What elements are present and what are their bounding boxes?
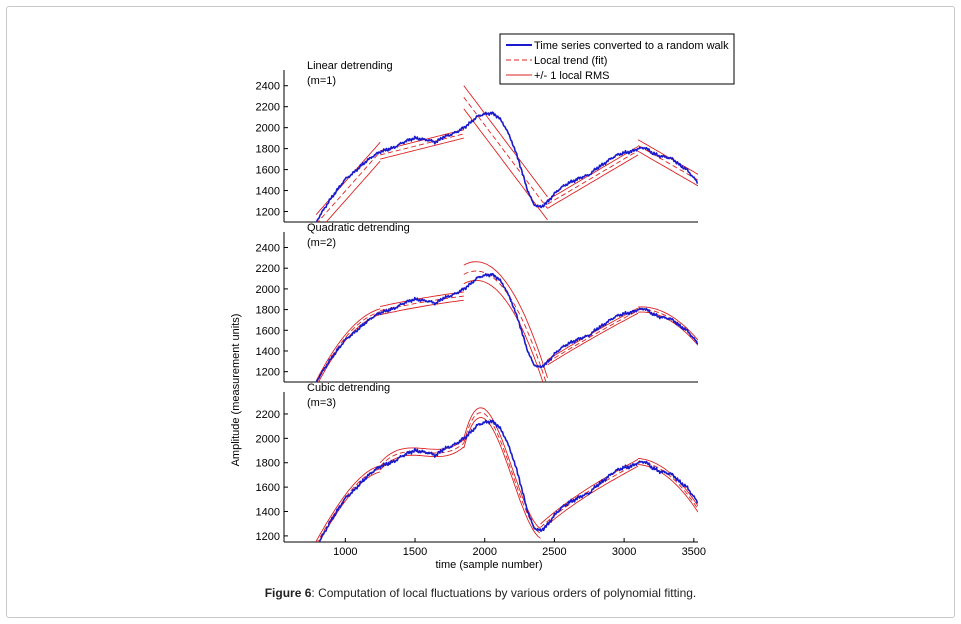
local-trend-line bbox=[638, 461, 698, 510]
rms-lower-line bbox=[318, 471, 381, 542]
legend-box bbox=[499, 33, 735, 85]
local-trend-line bbox=[637, 145, 698, 181]
x-tick-label: 1000 bbox=[333, 546, 357, 558]
y-tick-label: 1400 bbox=[256, 346, 280, 358]
x-axis: 1000 1500 2000 2500 3000 3500 bbox=[333, 538, 706, 558]
rms-lower-line bbox=[379, 446, 465, 471]
rms-lower-line bbox=[463, 108, 548, 221]
rms-lower-line bbox=[463, 417, 541, 539]
x-axis-label: time (sample number) bbox=[436, 559, 543, 571]
panel-order-label: (m=3) bbox=[307, 397, 336, 409]
rms-lower-line bbox=[638, 464, 698, 513]
panel-content bbox=[315, 85, 698, 222]
rms-upper-line bbox=[463, 407, 541, 529]
legend-label-walk: Time series converted to a random walk bbox=[534, 40, 729, 52]
panel-order-label: (m=2) bbox=[307, 237, 336, 249]
rms-upper-line bbox=[638, 458, 698, 507]
legend-label-trend: Local trend (fit) bbox=[534, 55, 607, 67]
caption-label: Figure 6 bbox=[264, 586, 312, 600]
rms-lower-line bbox=[547, 312, 639, 366]
local-trend-line bbox=[317, 151, 381, 222]
local-trend-line bbox=[379, 442, 465, 467]
rms-lower-line bbox=[325, 160, 381, 222]
y-tick-label: 1200 bbox=[256, 531, 280, 543]
x-tick-label: 3000 bbox=[612, 546, 636, 558]
plot-area: 1200 1400 1600 1800 2000 2200 2400 Linear detre… bbox=[256, 60, 707, 558]
x-tick-label: 1500 bbox=[403, 546, 427, 558]
rms-lower-line bbox=[380, 299, 464, 316]
panel-2: 1200 1400 1600 1800 2000 2200 2400 Quadratic de… bbox=[256, 222, 698, 383]
local-trend-line bbox=[463, 97, 548, 209]
rms-lower-line bbox=[547, 154, 639, 209]
panel-order-label: (m=1) bbox=[307, 75, 336, 87]
y-tick-label: 2000 bbox=[256, 284, 280, 296]
y-tick-label: 1800 bbox=[256, 458, 280, 470]
figure-caption: Figure 6: Computation of local fluctuati… bbox=[0, 586, 961, 600]
x-tick-label: 3500 bbox=[682, 546, 706, 558]
random-walk-line bbox=[318, 419, 698, 542]
legend: Time series converted to a random walk L… bbox=[499, 33, 735, 85]
local-trend-line bbox=[547, 150, 639, 205]
rms-upper-line bbox=[380, 291, 464, 307]
local-trend-line bbox=[380, 295, 464, 312]
rms-lower-line bbox=[318, 314, 381, 382]
y-tick-label: 1800 bbox=[256, 305, 280, 317]
panel-content bbox=[315, 407, 698, 542]
rms-upper-line bbox=[547, 146, 639, 201]
y-tick-label: 1400 bbox=[256, 186, 280, 198]
panel-content bbox=[315, 261, 698, 382]
rms-lower-line bbox=[638, 311, 698, 346]
local-trend-line bbox=[380, 133, 464, 156]
y-tick-label: 1200 bbox=[256, 367, 280, 379]
y-tick-label: 2000 bbox=[256, 123, 280, 135]
rms-upper-line bbox=[315, 141, 381, 215]
y-tick-label: 1600 bbox=[256, 165, 280, 177]
y-axis-label: Amplitude (measurement units) bbox=[230, 314, 242, 467]
x-tick-label: 2500 bbox=[542, 546, 566, 558]
caption-text: : Computation of local fluctuations by v… bbox=[311, 586, 697, 600]
rms-upper-line bbox=[547, 307, 639, 361]
y-tick-label: 1200 bbox=[256, 207, 280, 219]
random-walk-line bbox=[316, 111, 698, 222]
y-tick-label: 1600 bbox=[256, 325, 280, 337]
y-tick-label: 2400 bbox=[256, 243, 280, 255]
legend-label-rms: +/- 1 local RMS bbox=[534, 70, 610, 82]
panel-title: Linear detrending bbox=[307, 60, 393, 72]
local-trend-line bbox=[463, 412, 541, 534]
y-tick-label: 2200 bbox=[256, 102, 280, 114]
x-tick-label: 2000 bbox=[472, 546, 496, 558]
rms-lower-line bbox=[540, 465, 639, 532]
rms-lower-line bbox=[380, 137, 464, 160]
local-trend-line bbox=[540, 462, 639, 528]
panel-3: 1200 1400 1600 1800 2000 2200 Cubic detrending… bbox=[256, 382, 698, 543]
y-tick-label: 2000 bbox=[256, 433, 280, 445]
y-tick-label: 1600 bbox=[256, 482, 280, 494]
y-tick-label: 2400 bbox=[256, 81, 280, 93]
y-tick-label: 2200 bbox=[256, 409, 280, 421]
random-walk-line bbox=[316, 272, 698, 382]
rms-upper-line bbox=[463, 261, 548, 379]
local-trend-line bbox=[547, 310, 639, 363]
panel-title: Cubic detrending bbox=[307, 382, 390, 394]
rms-upper-line bbox=[315, 465, 381, 542]
rms-lower-line bbox=[637, 150, 698, 187]
y-tick-label: 2200 bbox=[256, 263, 280, 275]
panel-1: 1200 1400 1600 1800 2000 2200 2400 Linear detre… bbox=[256, 60, 698, 223]
rms-upper-line bbox=[463, 85, 548, 198]
local-trend-line bbox=[316, 468, 381, 542]
y-tick-label: 1400 bbox=[256, 507, 280, 519]
local-trend-line bbox=[316, 311, 381, 382]
y-tick-label: 1800 bbox=[256, 144, 280, 156]
rms-upper-line bbox=[315, 308, 381, 382]
rms-lower-line bbox=[463, 279, 544, 382]
panel-title: Quadratic detrending bbox=[307, 222, 410, 234]
